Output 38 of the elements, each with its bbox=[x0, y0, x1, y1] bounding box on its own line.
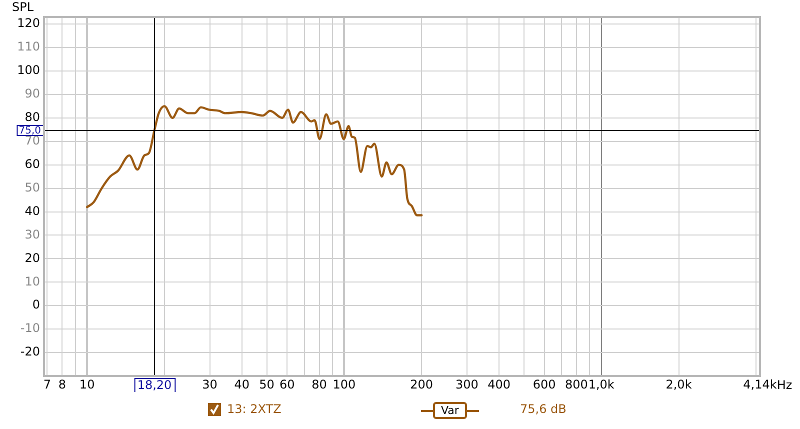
x-tick-label: 7 bbox=[43, 377, 52, 392]
y-tick-label: 60 bbox=[24, 156, 40, 171]
x-tick-label: 100 bbox=[332, 377, 356, 392]
legend-label: 13: 2XTZ bbox=[227, 402, 282, 416]
y-tick-label: 100 bbox=[17, 63, 40, 78]
ref-line-label: 18,20 bbox=[137, 378, 172, 392]
x-tick-label: 10 bbox=[79, 377, 95, 392]
x-axis-title: Hz bbox=[776, 378, 792, 392]
y-tick-label: -20 bbox=[20, 344, 40, 359]
y-tick-label: 110 bbox=[17, 40, 40, 54]
y-tick-label: 90 bbox=[24, 86, 40, 101]
y-tick-label: 30 bbox=[24, 227, 40, 242]
text: 75,6 dB bbox=[520, 402, 566, 416]
x-tick-label: 4,14k bbox=[743, 377, 777, 392]
y-tick-label: 40 bbox=[24, 204, 40, 218]
text: Var bbox=[433, 402, 467, 419]
y-axis-title: SPL bbox=[12, 0, 34, 14]
x-tick-label: 600 bbox=[532, 377, 556, 392]
x-tick-label: 300 bbox=[455, 377, 478, 392]
y-tick-label: 120 bbox=[17, 16, 40, 30]
x-tick-label: 800 bbox=[564, 377, 588, 392]
ref-line-label: 75,0 bbox=[18, 126, 41, 137]
y-tick-label: 50 bbox=[24, 180, 40, 194]
x-tick-label: 80 bbox=[312, 377, 327, 392]
x-tick-label: 60 bbox=[280, 377, 295, 392]
x-tick-label: 8 bbox=[58, 377, 66, 392]
y-tick-label: 20 bbox=[24, 250, 40, 265]
x-tick-label: 200 bbox=[410, 377, 434, 392]
x-tick-label: 400 bbox=[488, 377, 510, 392]
x-tick-label: 1,0k bbox=[588, 377, 614, 392]
y-tick-label: 0 bbox=[32, 298, 40, 312]
x-tick-label: 2,0k bbox=[666, 377, 692, 392]
y-tick-label: -10 bbox=[20, 321, 40, 336]
x-tick-label: 30 bbox=[202, 377, 218, 392]
y-tick-label: 10 bbox=[24, 274, 40, 288]
x-tick-label: 40 bbox=[234, 377, 250, 392]
x-tick-label: 50 bbox=[259, 377, 274, 392]
y-tick-label: 80 bbox=[24, 110, 40, 124]
